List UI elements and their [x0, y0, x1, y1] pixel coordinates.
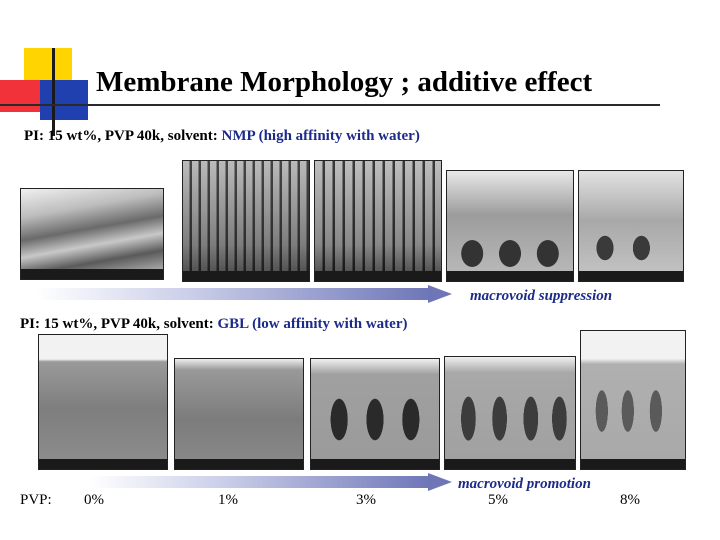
- pvp-level-0: 0%: [84, 492, 104, 508]
- sem-image-gbl-1: [174, 358, 304, 470]
- caption-gbl-prefix: PI: 15 wt%, PVP 40k, solvent:: [20, 316, 218, 332]
- sem-image-nmp-8: [578, 170, 684, 282]
- sem-image-nmp-1: [182, 160, 310, 282]
- sem-image-gbl-3: [310, 358, 440, 470]
- sem-image-gbl-5: [444, 356, 576, 470]
- caption-gbl-solvent: GBL (low affinity with water): [217, 316, 408, 332]
- sem-image-nmp-0: [20, 188, 164, 280]
- decor-vertical-line: [52, 48, 55, 136]
- decor-blue-square: [40, 80, 88, 120]
- title-underline: [0, 104, 660, 106]
- caption-nmp-prefix: PI: 15 wt%, PVP 40k, solvent:: [24, 128, 222, 144]
- pvp-level-8: 8%: [620, 492, 640, 508]
- slide-title: Membrane Morphology ; additive effect: [96, 66, 593, 98]
- sem-image-nmp-5: [446, 170, 574, 282]
- sem-image-nmp-3: [314, 160, 442, 282]
- sem-image-gbl-0: [38, 334, 168, 470]
- trend-arrow-top-head: [428, 285, 452, 303]
- pvp-label: PVP:: [20, 492, 52, 508]
- pvp-level-3: 3%: [356, 492, 376, 508]
- note-macrovoid-suppression: macrovoid suppression: [470, 288, 613, 304]
- pvp-level-5: 5%: [488, 492, 508, 508]
- sem-image-gbl-8: [580, 330, 686, 470]
- note-macrovoid-promotion: macrovoid promotion: [458, 476, 591, 492]
- trend-arrow-bottom: [90, 476, 430, 488]
- trend-arrow-top: [36, 288, 430, 300]
- pvp-level-1: 1%: [218, 492, 238, 508]
- caption-nmp: PI: 15 wt%, PVP 40k, solvent: NMP (high …: [24, 128, 420, 145]
- caption-nmp-solvent: NMP (high affinity with water): [221, 128, 420, 144]
- trend-arrow-bottom-head: [428, 473, 452, 491]
- caption-gbl: PI: 15 wt%, PVP 40k, solvent: GBL (low a…: [20, 316, 407, 333]
